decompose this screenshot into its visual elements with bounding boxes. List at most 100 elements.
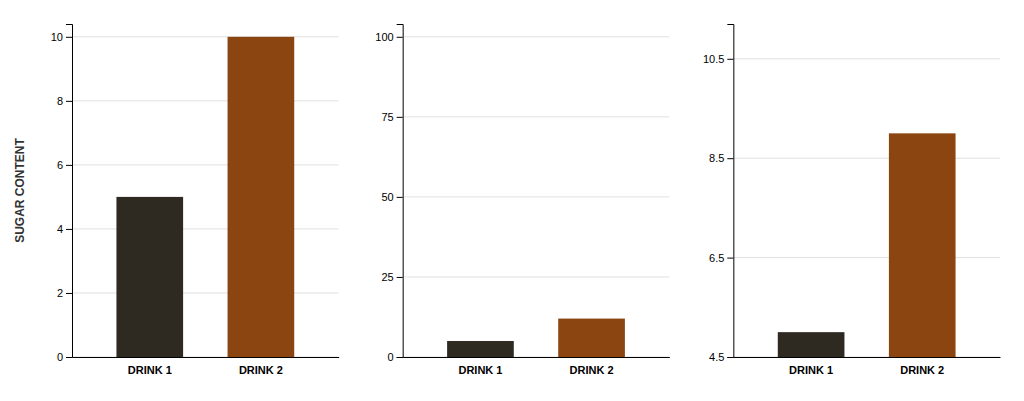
axis-line bbox=[397, 25, 404, 358]
tick-label: 4 bbox=[57, 223, 63, 235]
tick-mark bbox=[66, 165, 72, 166]
tick-mark bbox=[66, 293, 72, 294]
category-label: DRINK 1 bbox=[458, 364, 502, 376]
tick-mark bbox=[397, 117, 403, 118]
tick-label: 0 bbox=[57, 351, 63, 363]
category-label: DRINK 1 bbox=[128, 364, 172, 376]
tick: DRINK 2 bbox=[239, 364, 283, 376]
category-label: DRINK 2 bbox=[570, 364, 614, 376]
tick: DRINK 1 bbox=[458, 364, 502, 376]
tick-label: 10.5 bbox=[703, 53, 724, 65]
tick-mark bbox=[397, 357, 403, 358]
axis-line bbox=[73, 357, 340, 358]
grid-line bbox=[403, 196, 670, 197]
tick: 25 bbox=[381, 271, 402, 283]
grid bbox=[733, 59, 1000, 357]
tick: 8.5 bbox=[709, 152, 733, 164]
tick-mark bbox=[397, 37, 403, 38]
tick: 0 bbox=[388, 351, 403, 363]
tick: DRINK 1 bbox=[789, 364, 833, 376]
tick: 10.5 bbox=[703, 53, 733, 65]
grid bbox=[403, 37, 670, 357]
tick-mark bbox=[66, 229, 72, 230]
tick: 6.5 bbox=[709, 252, 733, 264]
tick: DRINK 2 bbox=[900, 364, 944, 376]
bar bbox=[447, 341, 514, 357]
tick: 75 bbox=[381, 111, 402, 123]
tick-mark bbox=[727, 357, 733, 358]
bars bbox=[447, 319, 625, 357]
tick-label: 0 bbox=[388, 351, 394, 363]
panel: 4.5 6.5 8.5 10.5 DRINK 1 DRINK 2 bbox=[703, 25, 1001, 376]
tick-label: 10 bbox=[51, 31, 63, 43]
tick: DRINK 2 bbox=[570, 364, 614, 376]
tick-mark bbox=[727, 158, 733, 159]
bars bbox=[778, 133, 956, 357]
tick-mark bbox=[727, 258, 733, 259]
axis-line bbox=[403, 357, 670, 358]
y-axis-title: SUGAR CONTENT bbox=[13, 138, 27, 243]
grid-line bbox=[403, 36, 670, 37]
axis-line bbox=[734, 357, 1001, 358]
panel: 0 2 4 6 8 10 DRINK 1 DRINK 2 SUGAR CONTENT bbox=[13, 25, 339, 376]
y-axis: 0 2 4 6 8 10 bbox=[51, 25, 73, 364]
bar bbox=[778, 332, 845, 357]
x-axis: DRINK 1 DRINK 2 bbox=[734, 358, 1001, 376]
tick-label: 8.5 bbox=[709, 152, 724, 164]
bars bbox=[116, 37, 294, 357]
grid-line bbox=[403, 357, 670, 358]
x-axis: DRINK 1 DRINK 2 bbox=[73, 358, 340, 376]
grid-line bbox=[403, 116, 670, 117]
tick-mark bbox=[727, 59, 733, 60]
tick-mark bbox=[66, 37, 72, 38]
panel: 0 25 50 75 100 DRINK 1 DRINK 2 bbox=[375, 25, 670, 376]
tick: 6 bbox=[57, 159, 72, 171]
category-label: DRINK 2 bbox=[239, 364, 283, 376]
y-axis: 4.5 6.5 8.5 10.5 bbox=[703, 25, 734, 364]
grid-line bbox=[72, 100, 339, 101]
tick-mark bbox=[66, 101, 72, 102]
grid-line bbox=[72, 36, 339, 37]
tick: 0 bbox=[57, 351, 72, 363]
x-axis: DRINK 1 DRINK 2 bbox=[403, 358, 670, 376]
grid-line bbox=[72, 292, 339, 293]
tick: 50 bbox=[381, 191, 402, 203]
tick-label: 100 bbox=[375, 31, 393, 43]
tick-label: 2 bbox=[57, 287, 63, 299]
category-label: DRINK 2 bbox=[900, 364, 944, 376]
axis-line bbox=[727, 25, 734, 358]
bar bbox=[228, 37, 295, 357]
category-label: DRINK 1 bbox=[789, 364, 833, 376]
tick-label: 4.5 bbox=[709, 351, 724, 363]
tick-mark bbox=[397, 197, 403, 198]
y-axis: 0 25 50 75 100 bbox=[375, 25, 403, 364]
tick-label: 50 bbox=[381, 191, 393, 203]
grid-line bbox=[72, 357, 339, 358]
tick-label: 6 bbox=[57, 159, 63, 171]
tick: 4.5 bbox=[709, 351, 733, 363]
grid-line bbox=[733, 158, 1000, 159]
grid-line bbox=[72, 164, 339, 165]
chart-root: 0 2 4 6 8 10 DRINK 1 DRINK 2 SUGAR CONTENT 0 25 50 7… bbox=[0, 0, 1024, 401]
tick: DRINK 1 bbox=[128, 364, 172, 376]
tick-mark bbox=[397, 277, 403, 278]
bar bbox=[558, 319, 625, 357]
bar bbox=[889, 133, 956, 357]
tick: 10 bbox=[51, 31, 72, 43]
grid-line bbox=[733, 257, 1000, 258]
tick-label: 75 bbox=[381, 111, 393, 123]
grid bbox=[72, 37, 339, 357]
tick: 4 bbox=[57, 223, 72, 235]
tick-label: 8 bbox=[57, 95, 63, 107]
grid-line bbox=[72, 228, 339, 229]
axis-line bbox=[66, 25, 73, 358]
tick-label: 6.5 bbox=[709, 252, 724, 264]
tick: 2 bbox=[57, 287, 72, 299]
tick: 8 bbox=[57, 95, 72, 107]
bar bbox=[116, 197, 183, 357]
tick: 100 bbox=[375, 31, 402, 43]
tick-mark bbox=[66, 357, 72, 358]
grid-line bbox=[733, 58, 1000, 59]
grid-line bbox=[733, 357, 1000, 358]
grid-line bbox=[403, 276, 670, 277]
